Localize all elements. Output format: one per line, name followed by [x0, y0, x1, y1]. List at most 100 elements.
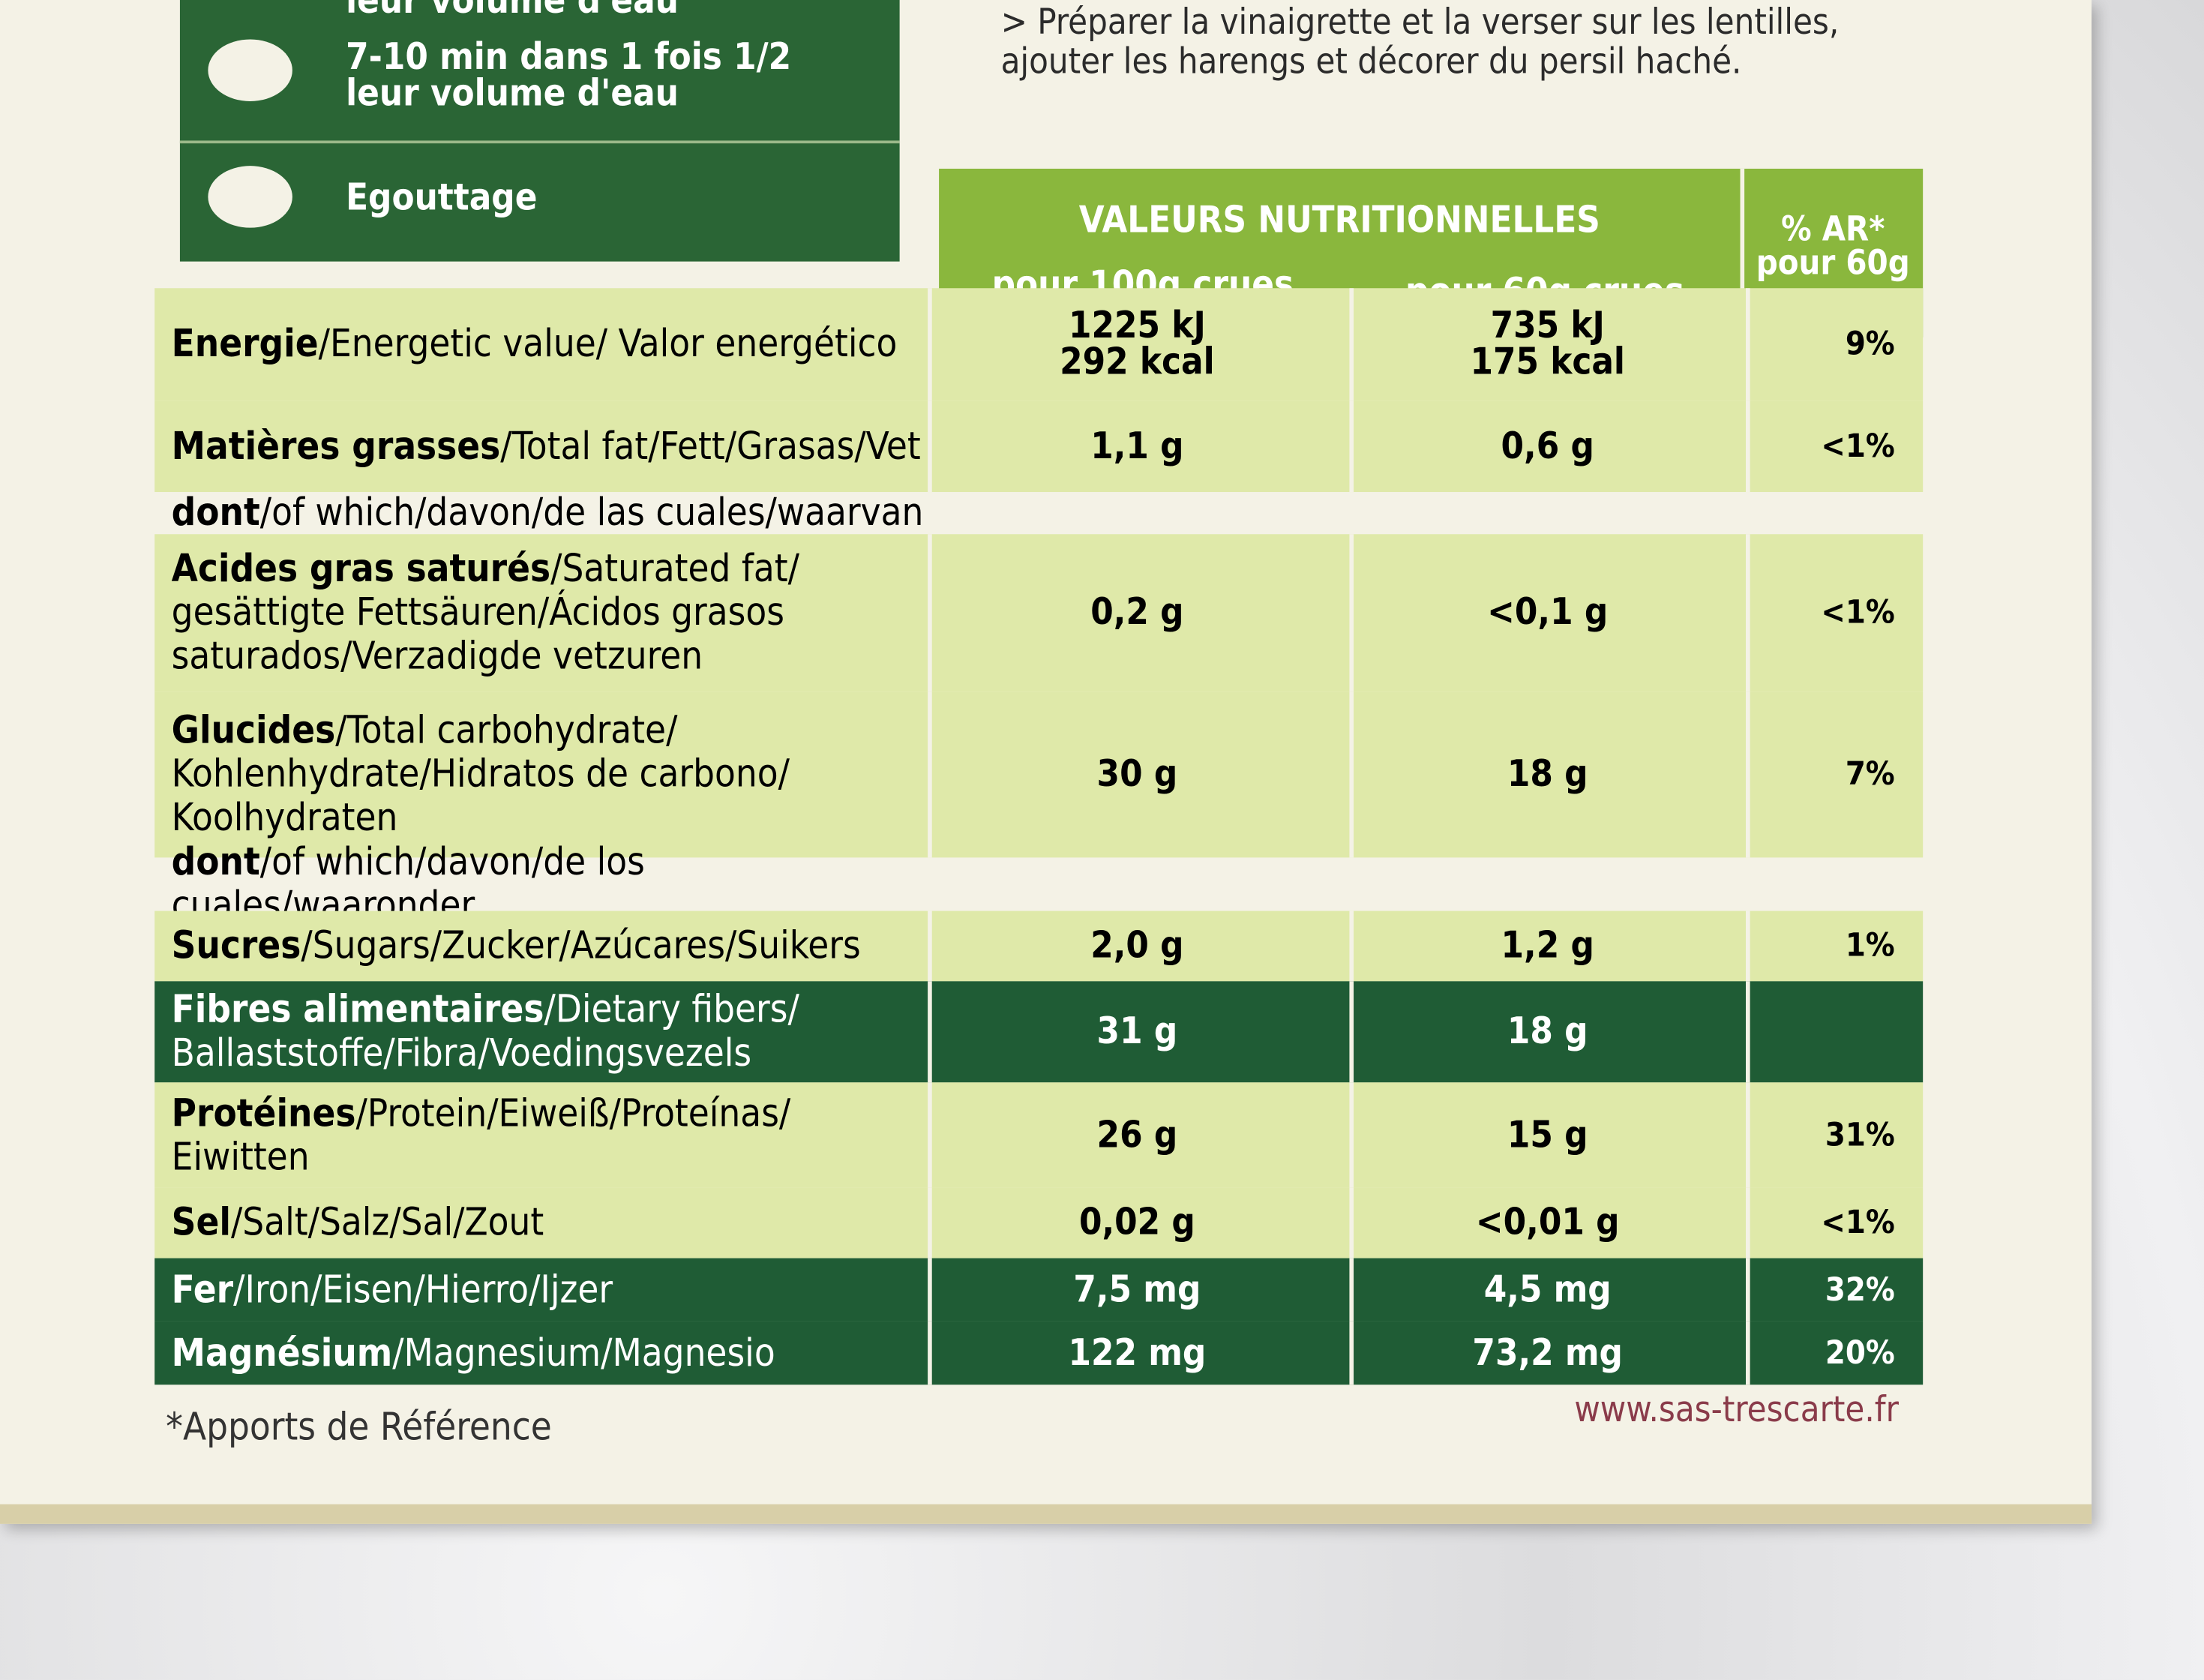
table-row: Matières grasses/Total fat/Fett/Grasas/V…	[154, 400, 1924, 493]
row-label: Fibres alimentaires/Dietary fibers/ Ball…	[172, 988, 931, 1076]
label-rest: /Protein/Eiweiß/Proteínas/ Eiwitten	[171, 1091, 791, 1179]
value-cell: 1,2 g	[1501, 925, 1594, 968]
table-row: Sel/Salt/Salz/Sal/Zout 0,02 g <0,01 g <1%	[154, 1187, 1924, 1258]
vline-ar	[1746, 534, 1750, 692]
vline-ar	[1746, 1187, 1750, 1258]
table-row: Fibres alimentaires/Dietary fibers/ Ball…	[154, 981, 1924, 1083]
vline-ar	[1746, 1258, 1750, 1322]
row-label: Energie/Energetic value/ Valor energétic…	[172, 322, 931, 366]
value-cell: 2,0 g	[1090, 925, 1184, 968]
table-row: Protéines/Protein/Eiweiß/Proteínas/ Eiwi…	[154, 1082, 1924, 1188]
instruction-draining: Egouttage	[346, 177, 538, 220]
vline-ar	[1746, 1082, 1750, 1188]
label-bold: dont	[171, 491, 260, 536]
vline-ar	[1746, 288, 1750, 401]
vline-per-60g	[1349, 692, 1354, 858]
row-label: Glucides/Total carbohydrate/ Kohlenhydra…	[172, 710, 931, 840]
label-bold: Energie	[171, 322, 319, 367]
label-bold: Sucres	[171, 924, 301, 968]
label-bold: Magnésium	[171, 1331, 393, 1376]
value-cell: 0,2 g	[1090, 592, 1184, 634]
row-label: Acides gras saturés/Saturated fat/ gesät…	[172, 548, 931, 678]
vline-ar	[1746, 400, 1750, 493]
value-cell: 4,5 mg	[1483, 1268, 1612, 1311]
vline-ar	[1746, 981, 1750, 1083]
vline-per-60g	[1349, 910, 1354, 982]
label-bold: Sel	[171, 1201, 231, 1245]
row-label: Sel/Salt/Salz/Sal/Zout	[172, 1202, 931, 1245]
vline-per-60g	[1349, 1082, 1354, 1188]
row-label: Magnésium/Magnesium/Magnesio	[172, 1331, 931, 1375]
table-row: Magnésium/Magnesium/Magnesio 122 mg 73,2 m…	[154, 1321, 1924, 1385]
row-label: Matières grasses/Total fat/Fett/Grasas/V…	[172, 424, 931, 468]
table-row: Acides gras saturés/Saturated fat/ gesät…	[154, 534, 1924, 692]
instruction-cooking: 7-10 min dans 1 fois 1/2 leur volume d'e…	[346, 36, 792, 116]
value-cell: 1225 kJ 292 kcal	[928, 288, 1347, 400]
table-row: dont/of which/davon/de las cuales/waarva…	[154, 491, 1923, 535]
label-bold: Glucides	[171, 709, 336, 753]
label-rest: /Dietary fibers/ Ballaststoffe/Fibra/Voe…	[171, 988, 799, 1076]
vline-per-100g	[928, 400, 932, 493]
instructions-panel: leur volume d'eau 7-10 min dans 1 fois 1…	[179, 0, 900, 262]
value-cell: 9%	[1845, 326, 1895, 363]
label-rest: /Magnesium/Magnesio	[392, 1331, 775, 1376]
label-rest: /of which/davon/de las cuales/waarvan	[259, 491, 924, 536]
vline-per-100g	[928, 1082, 932, 1188]
label-rest: /Iron/Eisen/Hierro/Ijzer	[233, 1268, 613, 1312]
vline-per-60g	[1349, 1187, 1354, 1258]
label-bold: Fer	[171, 1268, 234, 1312]
value-line: 1225 kJ	[1069, 304, 1206, 347]
table-row: Glucides/Total carbohydrate/ Kohlenhydra…	[154, 692, 1924, 858]
vline-per-60g	[1349, 288, 1354, 401]
value-cell: 73,2 mg	[1472, 1331, 1623, 1375]
row-label: Protéines/Protein/Eiweiß/Proteínas/ Eiwi…	[172, 1091, 931, 1178]
value-cell: 735 kJ 175 kcal	[1349, 288, 1746, 400]
value-cell: 31 g	[1096, 1010, 1178, 1053]
value-line: 735 kJ	[1490, 304, 1605, 347]
table-row: dont/of which/davon/de los cuales/waaron…	[154, 841, 1923, 928]
value-cell: 7%	[1845, 756, 1895, 794]
label-rest: /Total fat/Fett/Grasas/Vet	[500, 424, 921, 469]
value-cell: <1%	[1821, 428, 1895, 465]
header-col-ar: % AR* pour 60g crues	[1756, 209, 1910, 314]
separator	[179, 140, 900, 144]
vline-per-100g	[928, 1187, 932, 1258]
value-cell: 20%	[1825, 1334, 1895, 1372]
value-cell: <0,1 g	[1487, 592, 1609, 634]
value-cell: 18 g	[1507, 1010, 1588, 1053]
value-line: 175 kcal	[1470, 341, 1625, 384]
row-label: dont/of which/davon/de las cuales/waarva…	[172, 491, 931, 535]
vline-ar	[1746, 692, 1750, 858]
table-row: Energie/Energetic value/ Valor energétic…	[154, 288, 1924, 401]
value-line: 292 kcal	[1060, 341, 1215, 384]
label-rest: /Energetic value/ Valor energético	[318, 322, 898, 367]
vline-per-100g	[928, 534, 932, 692]
package: leur volume d'eau 7-10 min dans 1 fois 1…	[0, 0, 2092, 1524]
vline-per-100g	[928, 910, 932, 982]
row-label: Sucres/Sugars/Zucker/Azúcares/Suikers	[172, 924, 931, 968]
value-cell: 0,02 g	[1078, 1202, 1195, 1244]
vline-per-100g	[928, 981, 932, 1083]
vline-per-100g	[928, 692, 932, 858]
value-cell: 0,6 g	[1501, 425, 1594, 468]
vline-per-60g	[1349, 1258, 1354, 1322]
value-cell: 1%	[1845, 928, 1895, 964]
label-bold: Acides gras saturés	[171, 548, 551, 592]
value-cell: 31%	[1825, 1117, 1895, 1154]
value-cell: 7,5 mg	[1073, 1268, 1201, 1311]
website: www.sas-trescarte.fr	[1574, 1388, 1899, 1430]
footnote: *Apports de Référence	[166, 1406, 552, 1450]
label-rest: /Total carbohydrate/ Kohlenhydrate/Hidra…	[171, 709, 790, 840]
vline-per-100g	[928, 1321, 932, 1385]
value-cell: 15 g	[1507, 1114, 1588, 1156]
header-title: VALEURS NUTRITIONNELLES	[1078, 200, 1600, 242]
label-rest: /Salt/Salz/Sal/Zout	[230, 1201, 544, 1245]
label-bold: dont	[171, 840, 260, 884]
recipe-text: > Préparer la vinaigrette et la verser s…	[1000, 1, 1840, 82]
table-row: Sucres/Sugars/Zucker/Azúcares/Suikers 2,0…	[154, 910, 1924, 982]
header-divider	[1740, 168, 1745, 338]
vline-per-60g	[1349, 1321, 1354, 1385]
value-cell: 1,1 g	[1090, 425, 1184, 468]
vline-ar	[1746, 1321, 1750, 1385]
